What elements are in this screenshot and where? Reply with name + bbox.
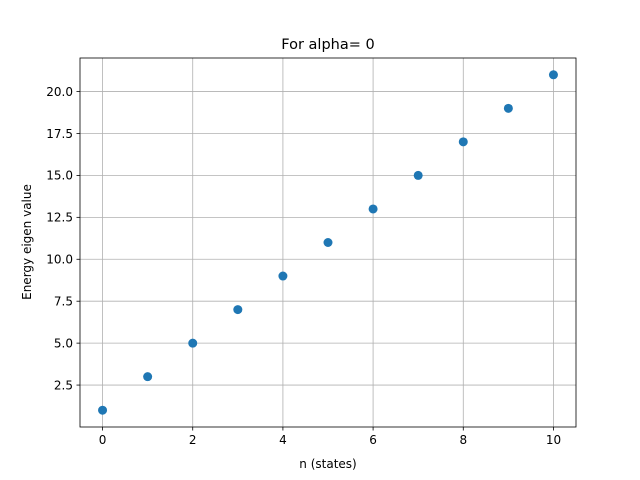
y-tick-label: 15.0 — [46, 169, 73, 183]
data-point — [368, 204, 378, 214]
data-point — [98, 405, 108, 415]
data-point — [278, 271, 288, 281]
y-tick-label: 5.0 — [54, 336, 73, 350]
data-points — [98, 70, 558, 415]
data-point — [143, 372, 153, 382]
y-axis-label: Energy eigen value — [20, 184, 34, 300]
data-point — [233, 305, 243, 315]
y-axis-ticks: 2.5 5.0 7.5 10.0 12.5 15.0 17.5 20.0 — [46, 85, 80, 392]
y-tick-label: 2.5 — [54, 378, 73, 392]
data-point — [188, 338, 198, 348]
plot-frame — [79, 57, 577, 428]
y-tick-label: 7.5 — [54, 295, 73, 309]
data-point — [413, 170, 423, 180]
x-tick-label: 4 — [279, 433, 287, 447]
y-tick-label: 10.0 — [46, 253, 73, 267]
grid-lines — [80, 58, 576, 427]
data-point — [548, 70, 558, 80]
y-tick-label: 12.5 — [46, 211, 73, 225]
y-tick-label: 17.5 — [46, 127, 73, 141]
x-axis-ticks: 0 2 4 6 8 10 — [99, 427, 561, 447]
x-tick-label: 2 — [189, 433, 197, 447]
x-tick-label: 8 — [459, 433, 467, 447]
data-point — [458, 137, 468, 147]
x-axis-label: n (states) — [299, 457, 356, 471]
x-tick-label: 6 — [369, 433, 377, 447]
x-tick-label: 10 — [546, 433, 561, 447]
y-tick-label: 20.0 — [46, 85, 73, 99]
chart-title: For alpha= 0 — [281, 37, 374, 53]
x-tick-label: 0 — [99, 433, 107, 447]
data-point — [503, 103, 513, 113]
data-point — [323, 238, 333, 247]
